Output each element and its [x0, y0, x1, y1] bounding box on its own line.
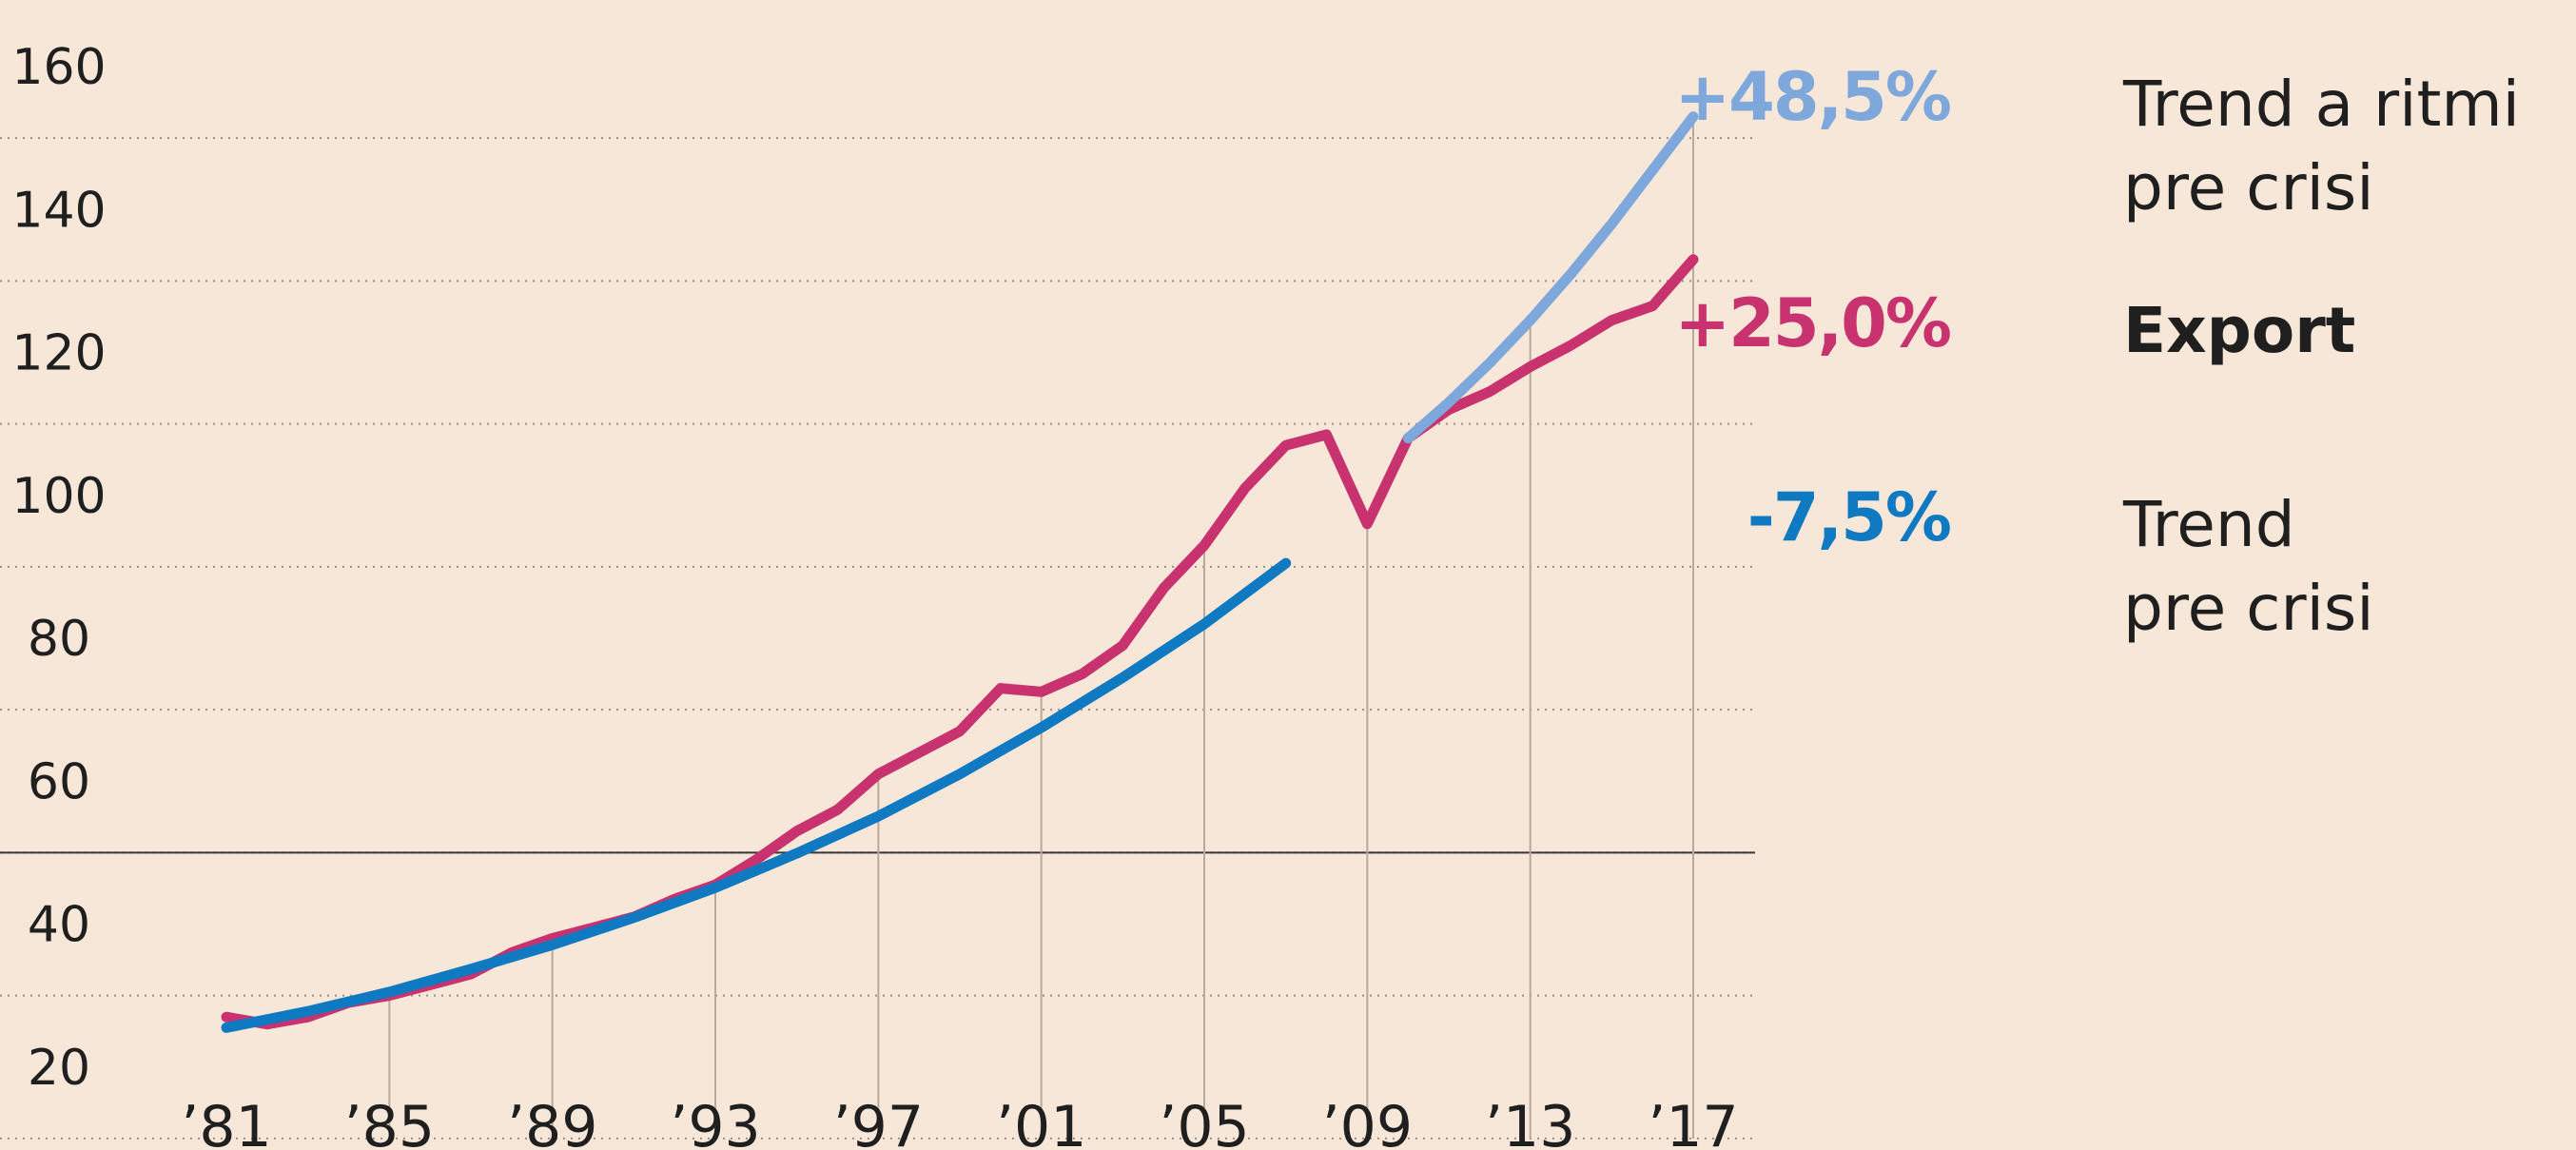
vertical-guides [388, 116, 1694, 1139]
y-tick-label-80: 80 [28, 611, 90, 668]
series-lines [221, 111, 1699, 1033]
legend-item-trend-ritmi-pre-crisi: +48,5% Trend a ritmi pre crisi [1675, 59, 2549, 249]
y-tick-label-120: 120 [11, 325, 106, 382]
y-tick-label-140: 140 [11, 182, 106, 239]
x-axis-labels: ’81 ’85 ’89 ’93 ’97 ’01 ’05 ’09 ’13 ’17 [181, 1094, 1738, 1150]
y-tick-label-60: 60 [28, 753, 90, 810]
legend-item-export: +25,0% Export [1675, 285, 2549, 476]
legend-item-trend-pre-crisi: -7,5% Trend pre crisi [1747, 479, 2549, 670]
series-line-trend-a-ritmi-pre-crisi [1402, 111, 1699, 444]
y-tick-label-20: 20 [28, 1040, 90, 1097]
series-line-trend-pre-crisi [221, 557, 1292, 1033]
x-tick-label-2001: ’01 [996, 1094, 1086, 1150]
y-tick-label-40: 40 [28, 897, 90, 954]
x-tick-label-2005: ’05 [1159, 1094, 1249, 1150]
x-tick-label-2017: ’17 [1648, 1094, 1738, 1150]
x-tick-label-1993: ’93 [670, 1094, 760, 1150]
legend-value-export: +25,0% [1674, 284, 1952, 362]
x-tick-label-2013: ’13 [1485, 1094, 1575, 1150]
legend-label-trend-ritmi: Trend a ritmi pre crisi [2123, 68, 2521, 224]
y-tick-label-100: 100 [11, 468, 106, 525]
x-tick-label-1997: ’97 [833, 1094, 924, 1150]
x-tick-label-1989: ’89 [507, 1094, 597, 1150]
legend-label-trend-pre-crisi: Trend pre crisi [2123, 488, 2374, 645]
legend-label-export: Export [2123, 294, 2356, 367]
x-tick-label-1985: ’85 [344, 1094, 435, 1150]
y-axis-labels: 20 40 60 80 100 120 140 160 [11, 39, 106, 1097]
y-tick-label-160: 160 [11, 39, 106, 96]
x-tick-label-1981: ’81 [181, 1094, 271, 1150]
legend-value-trend-ritmi: +48,5% [1674, 58, 1952, 136]
x-tick-label-2009: ’09 [1322, 1094, 1413, 1150]
legend-value-trend-pre-crisi: -7,5% [1747, 478, 1952, 556]
